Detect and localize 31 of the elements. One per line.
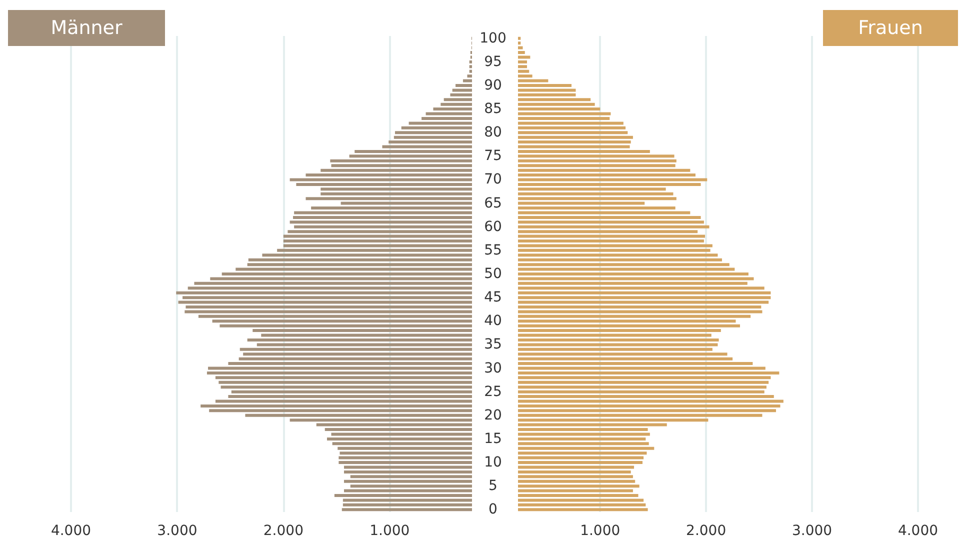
y-tick-label: 0 [488,502,498,518]
x-tick-label: 2.000 [263,523,304,539]
y-tick-label: 30 [484,360,502,376]
y-tick-label: 15 [484,430,502,447]
y-tick-label: 50 [484,266,502,282]
y-tick-label: 75 [484,148,502,164]
y-tick-label: 40 [484,313,502,330]
x-tick-label: 4.000 [50,523,92,539]
y-tick-label: 80 [484,124,502,141]
y-tick-label: 100 [480,30,506,46]
y-tick-label: 60 [484,218,502,235]
name-box: Männer [8,10,165,46]
y-tick-label: 90 [484,77,502,94]
y-tick-label: 10 [484,454,502,471]
y-tick-label: 5 [488,478,498,494]
y-tick-label: 25 [484,384,502,400]
x-tick-label: 1.000 [580,523,620,539]
x-tick-label: 2.000 [686,523,726,539]
y-tick-label: 20 [484,407,502,424]
x-tick-label: 3.000 [157,523,198,539]
y-tick-label: 55 [484,242,502,258]
y-tick-label: 95 [484,54,502,70]
x-tick-label: 1.000 [370,523,410,539]
y-tick-label: 85 [484,101,502,118]
x-tick-label: 3.000 [792,523,832,539]
y-tick-label: 45 [484,290,502,306]
y-tick-label: 35 [484,336,502,353]
x-tick-label: 4.000 [898,523,938,539]
y-tick-label: 70 [484,172,502,188]
y-tick-label: 65 [484,195,502,212]
name-box: Frauen [823,10,958,46]
